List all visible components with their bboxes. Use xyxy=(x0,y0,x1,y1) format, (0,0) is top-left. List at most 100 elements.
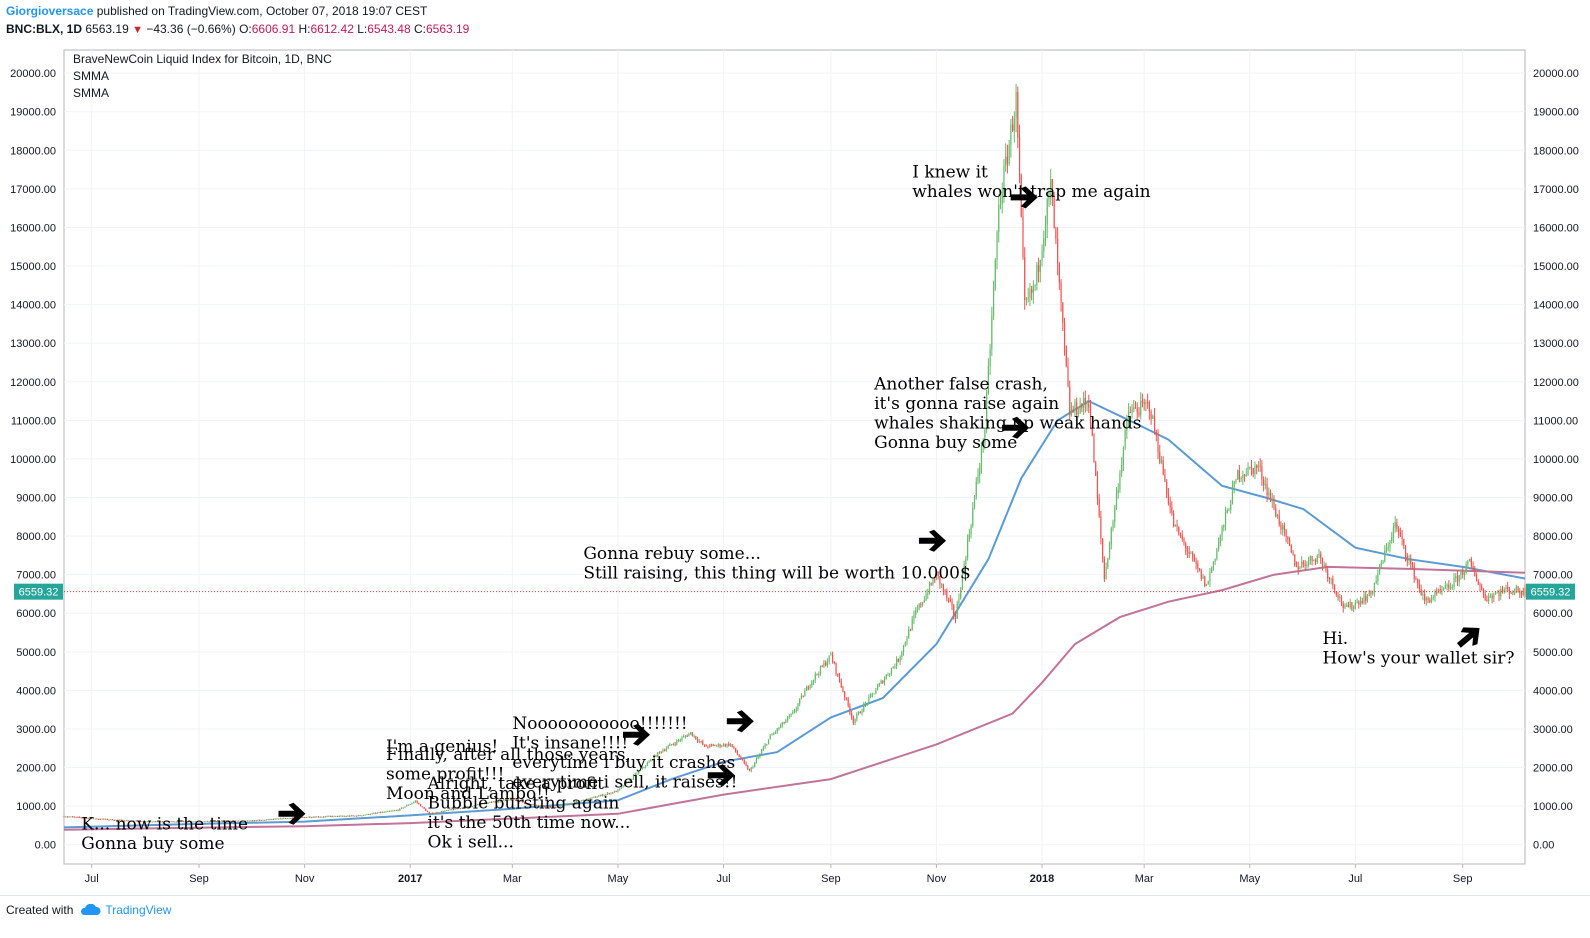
candle-down xyxy=(304,816,306,819)
candle-up xyxy=(722,743,725,747)
candle-up xyxy=(1306,561,1308,571)
candle-up xyxy=(1488,593,1490,605)
candle-up xyxy=(861,708,863,716)
low-value: 6543.48 xyxy=(367,22,411,36)
candle-down xyxy=(397,809,399,812)
candle-down xyxy=(1098,493,1100,518)
candle-up xyxy=(1114,504,1116,528)
candle-up xyxy=(241,820,243,822)
chart-area[interactable]: 0.00 0.00 1000.00 1000.00 2000.00 2000.00 3000… xyxy=(0,40,1590,895)
candle-down xyxy=(246,820,249,822)
candle-up xyxy=(560,805,562,807)
y-tick-label-right: 4000.00 xyxy=(1533,685,1573,697)
candle-down xyxy=(1012,115,1014,132)
candle-down xyxy=(478,803,481,806)
candle-up xyxy=(667,744,669,749)
candle-down xyxy=(63,815,65,818)
candle-down xyxy=(572,803,574,805)
candle-up xyxy=(286,818,288,820)
candle-down xyxy=(695,735,697,740)
candle-down xyxy=(402,807,404,809)
candle-up xyxy=(864,701,867,708)
candle-down xyxy=(845,697,848,701)
candle-up xyxy=(1205,583,1208,587)
x-tick-label: Mar xyxy=(1135,873,1154,885)
candle-up xyxy=(1249,466,1251,470)
candle-down xyxy=(419,803,422,807)
candle-up xyxy=(928,581,931,595)
candle-up xyxy=(253,819,256,822)
candle-up xyxy=(321,816,323,818)
candle-up xyxy=(606,791,609,795)
candle-down xyxy=(844,690,846,701)
x-tick-label: 2018 xyxy=(1030,873,1054,885)
candle-up xyxy=(1027,287,1029,303)
candle-up xyxy=(1160,456,1163,464)
candle-up xyxy=(690,732,692,735)
arrow-icon xyxy=(1002,416,1030,439)
candle-up xyxy=(335,815,337,817)
tradingview-brand: TradingView xyxy=(105,903,172,917)
candle-up xyxy=(1235,478,1237,485)
candle-up xyxy=(873,693,875,695)
price-chart[interactable]: 0.00 0.00 1000.00 1000.00 2000.00 2000.00 3000… xyxy=(0,40,1590,895)
candle-up xyxy=(866,702,868,707)
candle-up xyxy=(1385,543,1388,553)
candle-down xyxy=(425,808,427,812)
candle-down xyxy=(949,595,951,603)
tradingview-link[interactable]: TradingView xyxy=(79,903,171,917)
candle-up xyxy=(579,800,581,803)
candle-up xyxy=(677,738,680,743)
candle-down xyxy=(1275,504,1277,518)
candle-up xyxy=(631,778,633,780)
candle-up xyxy=(960,587,962,600)
y-tick-label-left: 19000.00 xyxy=(10,107,56,119)
candle-down xyxy=(1280,521,1282,535)
candle-down xyxy=(1327,566,1329,582)
candle-down xyxy=(719,743,721,749)
candle-up xyxy=(1392,522,1395,543)
y-tick-label-left: 18000.00 xyxy=(10,145,56,157)
open-value: 6606.91 xyxy=(251,22,296,36)
y-tick-label-left: 15000.00 xyxy=(10,261,56,273)
candle-up xyxy=(761,748,763,755)
candle-down xyxy=(1017,86,1019,149)
candle-up xyxy=(857,711,860,716)
y-tick-label-right: 8000.00 xyxy=(1533,531,1573,543)
candle-up xyxy=(354,815,356,817)
candle-up xyxy=(657,752,659,758)
candle-up xyxy=(274,818,276,820)
candle-down xyxy=(1065,345,1067,368)
candle-up xyxy=(435,811,437,814)
candle-down xyxy=(882,680,884,684)
candle-up xyxy=(1377,569,1379,586)
candle-up xyxy=(975,477,977,500)
candle-down xyxy=(113,819,115,822)
candle-down xyxy=(317,816,320,818)
candle-up xyxy=(729,742,732,747)
candle-down xyxy=(182,820,185,823)
candle-up xyxy=(684,734,687,739)
candle-down xyxy=(947,597,950,603)
candle-down xyxy=(111,819,114,821)
candle-up xyxy=(935,569,938,581)
candle-up xyxy=(373,812,375,814)
candle-up xyxy=(504,799,507,801)
candle-down xyxy=(432,812,434,815)
y-tick-label-right: 17000.00 xyxy=(1533,184,1579,196)
candle-down xyxy=(833,661,835,665)
candle-down xyxy=(728,741,730,747)
candle-up xyxy=(1226,508,1228,514)
candle-down xyxy=(1417,578,1419,589)
candle-down xyxy=(189,821,191,823)
candle-up xyxy=(409,803,411,806)
candle-down xyxy=(1365,590,1367,605)
candle-up xyxy=(1301,556,1303,569)
candle-up xyxy=(163,821,166,823)
candle-up xyxy=(1240,476,1242,483)
candle-up xyxy=(364,814,366,816)
candle-down xyxy=(660,751,662,754)
candle-down xyxy=(1294,554,1296,567)
author-link[interactable]: Giorgioversace xyxy=(6,4,94,18)
candle-up xyxy=(333,815,335,818)
